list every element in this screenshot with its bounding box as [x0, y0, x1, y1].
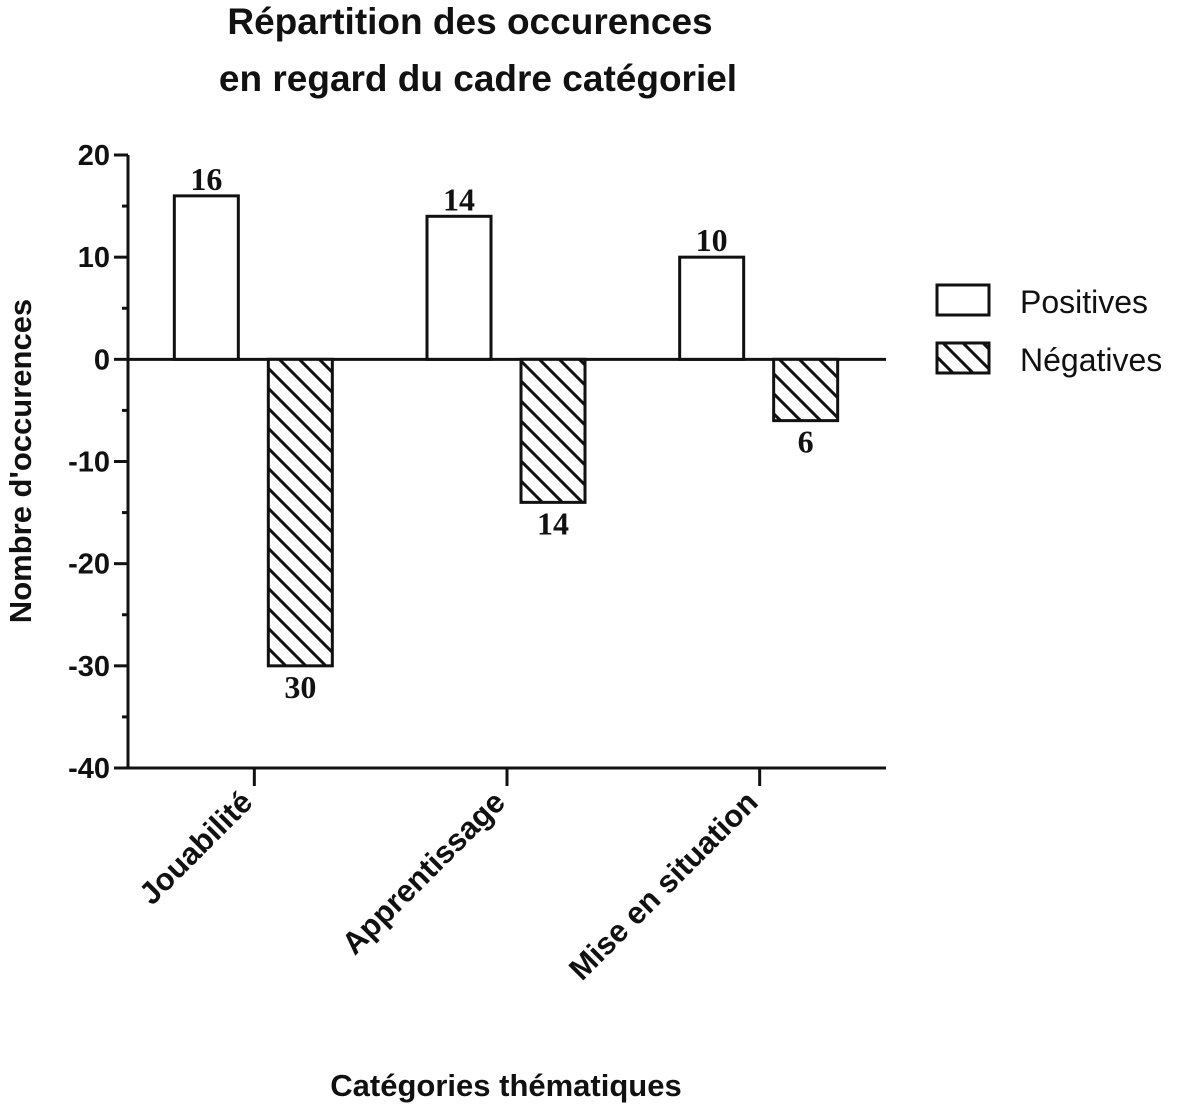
labels-group: 16 30 14 14 10 6 [190, 161, 813, 705]
legend: Positives Négatives [935, 283, 1162, 378]
x-tick-label: Apprentissage [335, 784, 512, 961]
x-tick-label: Jouabilité [132, 784, 259, 911]
y-tick-label: -10 [68, 447, 110, 479]
legend-swatch-negative [935, 341, 991, 375]
data-label: 10 [696, 222, 728, 258]
data-label: 6 [798, 424, 814, 460]
bar-negative-1 [519, 357, 587, 504]
y-tick-label: 10 [78, 242, 110, 274]
data-label: 16 [190, 161, 222, 197]
data-label: 14 [537, 505, 569, 541]
chart-title-line-2: en regard du cadre catégoriel [219, 58, 737, 99]
data-label: 30 [284, 669, 316, 705]
y-tick-label: 20 [78, 140, 110, 172]
chart-title-line-1: Répartition des occurences [227, 1, 712, 42]
x-tick-label: Mise en situation [562, 784, 765, 987]
bar-positive-1 [425, 214, 493, 361]
x-axis-title: Catégories thématiques [330, 1068, 681, 1103]
y-axis-title: Nombre d'occurences [3, 299, 38, 623]
legend-label: Négatives [1020, 342, 1162, 378]
data-label: 14 [443, 181, 475, 217]
legend-swatch-positive [935, 283, 991, 317]
legend-label: Positives [1020, 284, 1148, 320]
y-tick-label: -40 [68, 753, 110, 785]
bar-negative-0 [266, 357, 334, 668]
bar-positive-2 [678, 255, 746, 361]
bars-group [172, 194, 840, 668]
bar-negative-2 [772, 357, 840, 423]
y-tick-label: 0 [94, 344, 110, 376]
bar-positive-0 [172, 194, 240, 361]
y-tick-label: -30 [68, 651, 110, 683]
y-tick-label: -20 [68, 549, 110, 581]
